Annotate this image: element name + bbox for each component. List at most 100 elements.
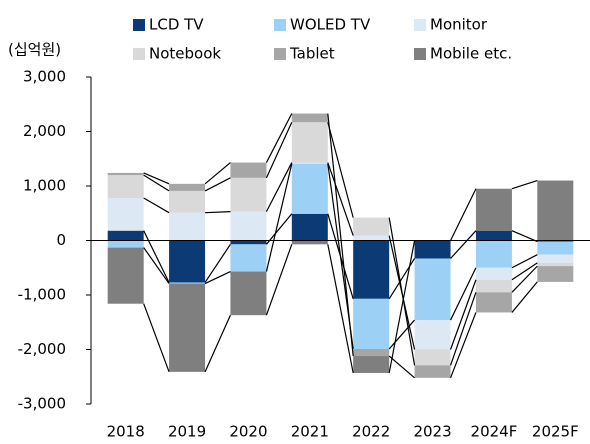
- bar-segment: [353, 348, 390, 357]
- x-tick-label: 2020: [229, 423, 267, 441]
- bar-segment: [107, 247, 144, 304]
- bar-segment: [291, 213, 328, 241]
- bar-segment: [230, 211, 267, 241]
- connector-line: [265, 113, 293, 163]
- bar-segment: [475, 188, 512, 231]
- bar-segment: [537, 240, 574, 242]
- connector-line: [511, 179, 538, 190]
- connector-line: [388, 240, 416, 374]
- connector-line: [327, 162, 354, 236]
- x-tick-label: 2024F: [471, 423, 518, 441]
- connector-line: [204, 177, 231, 192]
- legend-label: Mobile etc.: [430, 45, 512, 63]
- bar-segment: [475, 279, 512, 293]
- bar-segment: [475, 230, 512, 241]
- bar-segment: [291, 122, 328, 163]
- connector-line: [450, 230, 477, 259]
- bar-segment: [230, 162, 267, 178]
- legend-swatch: [414, 19, 426, 31]
- bar-segment: [169, 212, 206, 241]
- connector-line: [450, 312, 477, 379]
- connector-line: [450, 267, 477, 321]
- connector-line: [204, 243, 231, 283]
- bar-segment: [414, 258, 451, 321]
- bar-segment: [107, 197, 144, 231]
- bar-segment: [291, 163, 328, 214]
- connector-line: [265, 162, 293, 212]
- x-tick-label: 2018: [107, 423, 145, 441]
- bar-segment: [414, 320, 451, 350]
- y-tick-label: -1,000: [18, 286, 66, 304]
- connector-line: [511, 281, 538, 313]
- connector-line: [143, 303, 170, 373]
- connector-line: [143, 247, 170, 284]
- connector-line: [265, 121, 293, 179]
- bar-segment: [291, 240, 328, 245]
- connector-line: [449, 279, 477, 350]
- bar-segment: [414, 365, 451, 378]
- bar-segment: [230, 271, 267, 316]
- bar-segment: [475, 240, 512, 268]
- y-tick-label: 3,000: [23, 68, 66, 86]
- bar-segment: [107, 230, 144, 241]
- bar-segment: [353, 356, 390, 373]
- bar-segment: [230, 177, 267, 212]
- connector-line: [449, 292, 477, 366]
- bar-segment: [107, 172, 144, 176]
- bar-segment: [169, 183, 206, 191]
- connector-line: [265, 244, 293, 316]
- x-tick-label: 2025F: [532, 423, 579, 441]
- bar-segment: [537, 241, 574, 255]
- x-tick-label: 2022: [352, 423, 390, 441]
- bar-segment: [353, 235, 390, 241]
- connector-line: [511, 265, 538, 293]
- legend-swatch: [414, 48, 426, 60]
- bar-segment: [353, 240, 390, 299]
- legend-label: LCD TV: [149, 16, 204, 34]
- connector-line: [450, 188, 477, 241]
- connector-line: [265, 163, 293, 272]
- legend-label: WOLED TV: [290, 16, 371, 34]
- bar-segment: [537, 254, 574, 263]
- bar-segment: [169, 283, 206, 372]
- y-tick-label: -2,000: [18, 340, 66, 358]
- x-tick-label: 2019: [168, 423, 206, 441]
- connector-line: [205, 211, 231, 214]
- unit-label: (십억원): [8, 41, 61, 59]
- bar-segment: [537, 180, 574, 241]
- bar-segment: [353, 298, 390, 349]
- connector-line: [265, 213, 293, 245]
- bar-segment: [414, 240, 451, 259]
- bar-segment: [291, 162, 328, 164]
- connector-line: [388, 217, 416, 366]
- y-tick-label: -3,000: [18, 395, 66, 413]
- bar-segment: [169, 282, 206, 284]
- bar-segment: [475, 292, 512, 313]
- bar-segment: [230, 240, 267, 245]
- connector-line: [511, 262, 538, 281]
- legend-label: Monitor: [430, 16, 488, 34]
- bar-segment: [107, 175, 144, 198]
- legend-swatch: [274, 48, 286, 60]
- legend-label: Notebook: [149, 45, 221, 63]
- bar-segment: [169, 240, 206, 283]
- connector-line: [388, 319, 416, 350]
- connector-line: [143, 174, 170, 192]
- bar-segment: [107, 240, 144, 248]
- connector-line: [143, 230, 170, 283]
- y-tick-label: 0: [56, 231, 66, 249]
- connector-line: [327, 113, 354, 357]
- x-tick-label: 2023: [413, 423, 451, 441]
- bar-segment: [475, 267, 512, 280]
- legend-swatch: [133, 48, 145, 60]
- connector-line: [388, 355, 415, 379]
- bar-segment: [414, 349, 451, 366]
- bar-segment: [537, 266, 574, 282]
- bar-segment: [291, 113, 328, 123]
- connector-line: [204, 271, 231, 285]
- legend-label: Tablet: [289, 45, 335, 63]
- x-tick-label: 2021: [291, 423, 329, 441]
- bar-segment: [230, 244, 267, 272]
- y-tick-label: 2,000: [23, 122, 66, 140]
